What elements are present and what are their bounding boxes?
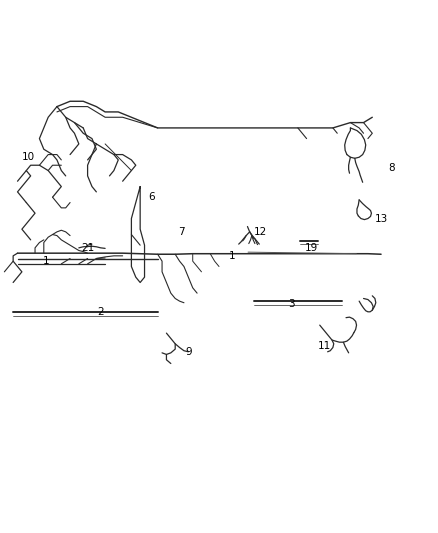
Text: 8: 8 xyxy=(389,163,396,173)
Text: 1: 1 xyxy=(42,256,49,266)
Text: 7: 7 xyxy=(178,227,185,237)
Text: 10: 10 xyxy=(22,152,35,162)
Text: 6: 6 xyxy=(148,192,155,202)
Text: 13: 13 xyxy=(374,214,388,223)
Text: 2: 2 xyxy=(97,307,104,317)
Text: 3: 3 xyxy=(288,299,295,309)
Text: 12: 12 xyxy=(254,227,267,237)
Text: 19: 19 xyxy=(304,243,318,253)
Text: 1: 1 xyxy=(229,251,236,261)
Text: 21: 21 xyxy=(81,243,94,253)
Text: 11: 11 xyxy=(318,342,331,351)
Text: 9: 9 xyxy=(185,347,192,357)
